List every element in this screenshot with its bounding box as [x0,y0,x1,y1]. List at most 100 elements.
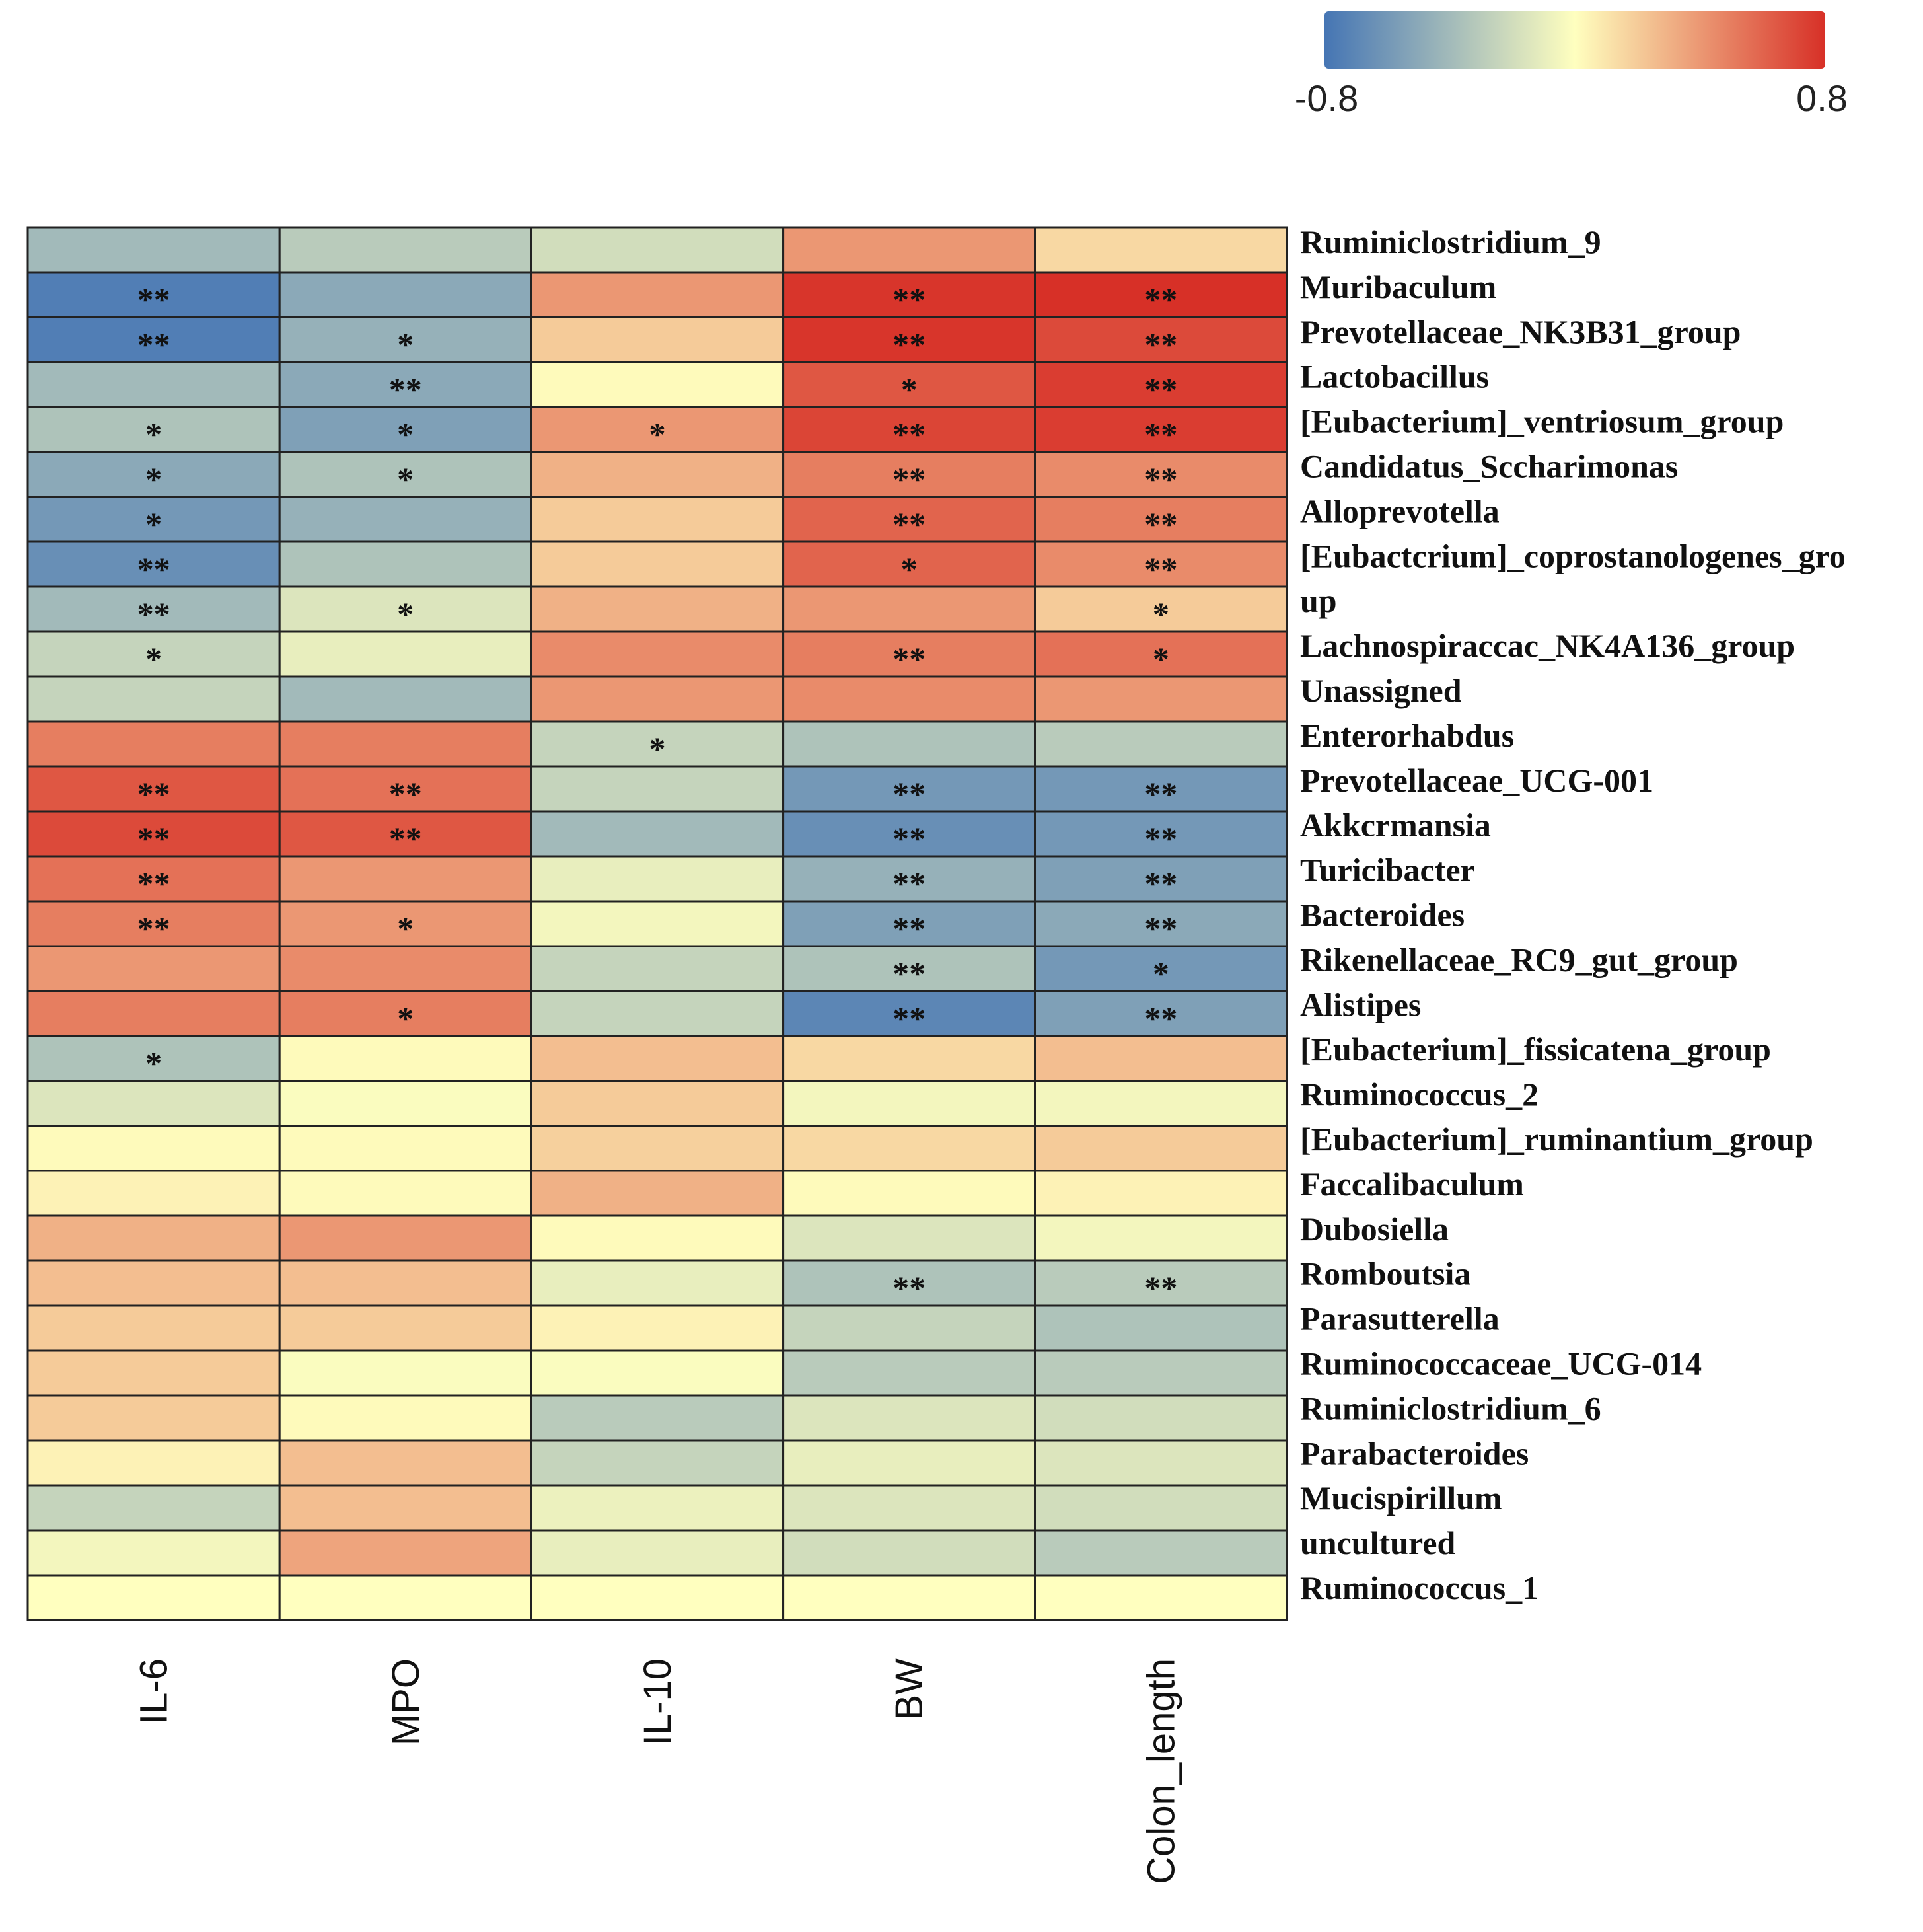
row-label: Ruminococcus_1 [1300,1569,1539,1606]
significance-marker: ** [892,865,925,902]
significance-marker: ** [137,326,170,363]
heatmap-cell [782,990,1036,1037]
heatmap-cell [530,1484,785,1532]
row-label: up [1300,582,1337,619]
heatmap-cell [278,1170,532,1217]
heatmap-cell [1034,1574,1288,1621]
significance-marker: ** [892,1000,925,1037]
heatmap-cell [26,1304,281,1352]
significance-marker: * [397,595,414,632]
heatmap-cell [530,990,785,1037]
heatmap-cell [782,1304,1036,1352]
heatmap-cell [278,406,532,453]
heatmap-cell [26,1484,281,1532]
significance-marker: ** [892,820,925,857]
heatmap-cell [1034,810,1288,858]
column-label: IL-10 [636,1658,679,1746]
row-label: Ruminococcus_2 [1300,1076,1539,1113]
heatmap-cell [530,1214,785,1262]
heatmap-cell [1034,1484,1288,1532]
heatmap-cell [26,1170,281,1217]
heatmap-cell [782,1394,1036,1442]
heatmap-cell [782,1125,1036,1172]
significance-marker: ** [892,955,925,992]
heatmap-cell [1034,720,1288,768]
heatmap-cell [1034,540,1288,588]
heatmap-cell [782,1529,1036,1577]
heatmap-cell [1034,855,1288,903]
heatmap-cell [530,1574,785,1621]
significance-marker: ** [1144,505,1177,542]
row-label: Prevotellaceae_UCG-001 [1300,762,1653,799]
heatmap-cell [530,406,785,453]
significance-marker: * [145,461,162,498]
heatmap-cell [782,1035,1036,1082]
row-label: Prevotellaceae_NK3B31_group [1300,313,1741,350]
heatmap-cell [1034,1035,1288,1082]
heatmap-cell [278,1574,532,1621]
row-label: Faccalibaculum [1300,1166,1524,1203]
row-label: Romboutsia [1300,1255,1470,1292]
heatmap-cell [26,990,281,1037]
significance-marker: ** [892,326,925,363]
heatmap-cell [278,361,532,408]
significance-marker: ** [137,820,170,857]
heatmap-cell [26,675,281,723]
heatmap-cell [278,1080,532,1127]
heatmap-cell [26,1439,281,1487]
column-label: MPO [384,1658,427,1746]
heatmap-cell [530,496,785,543]
heatmap-cell [278,855,532,903]
heatmap-cell [278,1439,532,1487]
row-label: Muribaculum [1300,268,1496,305]
heatmap-cell [26,1214,281,1262]
heatmap-cell [782,675,1036,723]
colorbar-gradient [1324,11,1825,69]
significance-marker: ** [892,416,925,453]
heatmap-cell [530,1035,785,1082]
row-label: Rikenellaceae_RC9_gut_group [1300,941,1738,978]
significance-marker: ** [137,281,170,318]
heatmap-cell [26,361,281,408]
heatmap-cell [26,1080,281,1127]
heatmap-cell [26,1394,281,1442]
significance-marker: ** [389,371,422,408]
heatmap-cell [530,1349,785,1397]
row-label: Dubosiella [1300,1210,1449,1247]
significance-marker: ** [137,910,170,947]
heatmap-cell [530,1080,785,1127]
heatmap-cell [278,496,532,543]
heatmap-cell [26,720,281,768]
heatmap-cell [1034,226,1288,274]
heatmap-cell [278,1259,532,1307]
row-label: Alistipes [1300,986,1421,1023]
heatmap-cell [1034,1529,1288,1577]
heatmap-cell [782,451,1036,498]
heatmap-cell [278,945,532,992]
heatmap-cell [530,1125,785,1172]
row-label: Candidatus_Sccharimonas [1300,448,1678,485]
heatmap-cell [26,226,281,274]
significance-marker: * [397,1000,414,1037]
heatmap-cell [1034,1439,1288,1487]
heatmap-cell [530,900,785,947]
heatmap-cell [782,1080,1036,1127]
heatmap-cell [1034,585,1288,633]
heatmap-cell [26,271,281,318]
heatmap-cell [782,1439,1036,1487]
row-label: Akkcrmansia [1300,807,1491,844]
significance-markers: ** ** **** * ** **** * *** * * ** *** * ** *** ** **** * *… [137,281,1178,1306]
significance-marker: * [649,416,666,453]
heatmap-cell [26,1259,281,1307]
row-label: Parasutterella [1300,1300,1500,1337]
heatmap-cell [530,1529,785,1577]
heatmap-cell [782,1214,1036,1262]
significance-marker: * [145,416,162,453]
heatmap-cell [530,361,785,408]
significance-marker: ** [1144,775,1177,812]
heatmap-cell [278,1484,532,1532]
significance-marker: ** [137,595,170,632]
heatmap-cell [278,316,532,363]
heatmap-cell [26,1529,281,1577]
